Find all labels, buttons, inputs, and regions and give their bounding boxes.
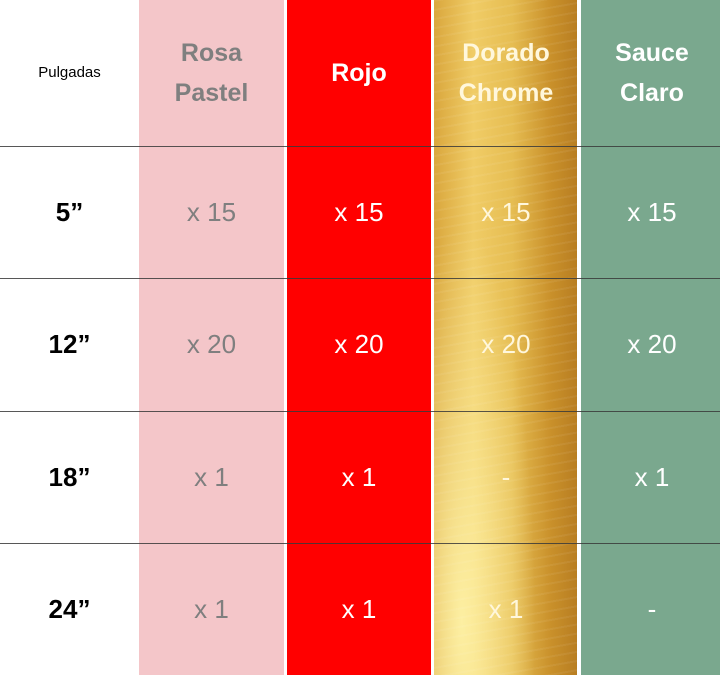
- header-rojo: Rojo: [287, 0, 431, 146]
- row-divider: [0, 411, 720, 412]
- cell-rosa-pastel: x 1: [139, 543, 284, 675]
- header-sauce-line-2: Claro: [620, 79, 684, 107]
- gold-column-background: [433, 0, 577, 675]
- row-divider: [0, 543, 720, 544]
- cell-dorado-chrome: x 1: [488, 593, 524, 624]
- header-sauce-line-1: Sauce: [615, 39, 689, 67]
- row-size-label: 12”: [0, 278, 139, 411]
- row-size-label: 18”: [0, 411, 139, 543]
- row-size-label: 5”: [0, 146, 139, 278]
- cell-rosa-pastel: x 1: [139, 411, 284, 543]
- row-divider: [0, 146, 720, 147]
- row-size-label: 24”: [0, 543, 139, 675]
- header-rojo-line-1: Rojo: [331, 59, 387, 87]
- header-sauce-claro: Sauce Claro: [581, 0, 720, 146]
- row-divider: [0, 278, 720, 279]
- header-pulgadas: Pulgadas: [0, 0, 139, 146]
- header-dorado-chrome: Dorado Chrome: [434, 0, 578, 146]
- cell-rosa-pastel: x 15: [139, 146, 284, 278]
- cell-sauce-claro: x 15: [581, 146, 720, 278]
- cell-rojo: x 1: [287, 411, 431, 543]
- cell-dorado-chrome: x 15: [481, 196, 531, 227]
- header-dorado-line-2: Chrome: [458, 79, 554, 107]
- header-rosa-line-2: Pastel: [174, 79, 249, 107]
- cell-dorado-chrome: x 20: [481, 329, 531, 359]
- header-rosa-line-1: Rosa: [180, 39, 243, 67]
- cell-sauce-claro: -: [581, 543, 720, 675]
- cell-sauce-claro: x 20: [581, 278, 720, 411]
- cell-rosa-pastel: x 20: [139, 278, 284, 411]
- cell-sauce-claro: x 1: [581, 411, 720, 543]
- cell-rojo: x 1: [287, 543, 431, 675]
- cell-rojo: x 15: [287, 146, 431, 278]
- header-rosa-pastel: Rosa Pastel: [139, 0, 284, 146]
- cell-rojo: x 20: [287, 278, 431, 411]
- cell-dorado-chrome: -: [501, 461, 511, 492]
- header-dorado-line-1: Dorado: [462, 39, 550, 67]
